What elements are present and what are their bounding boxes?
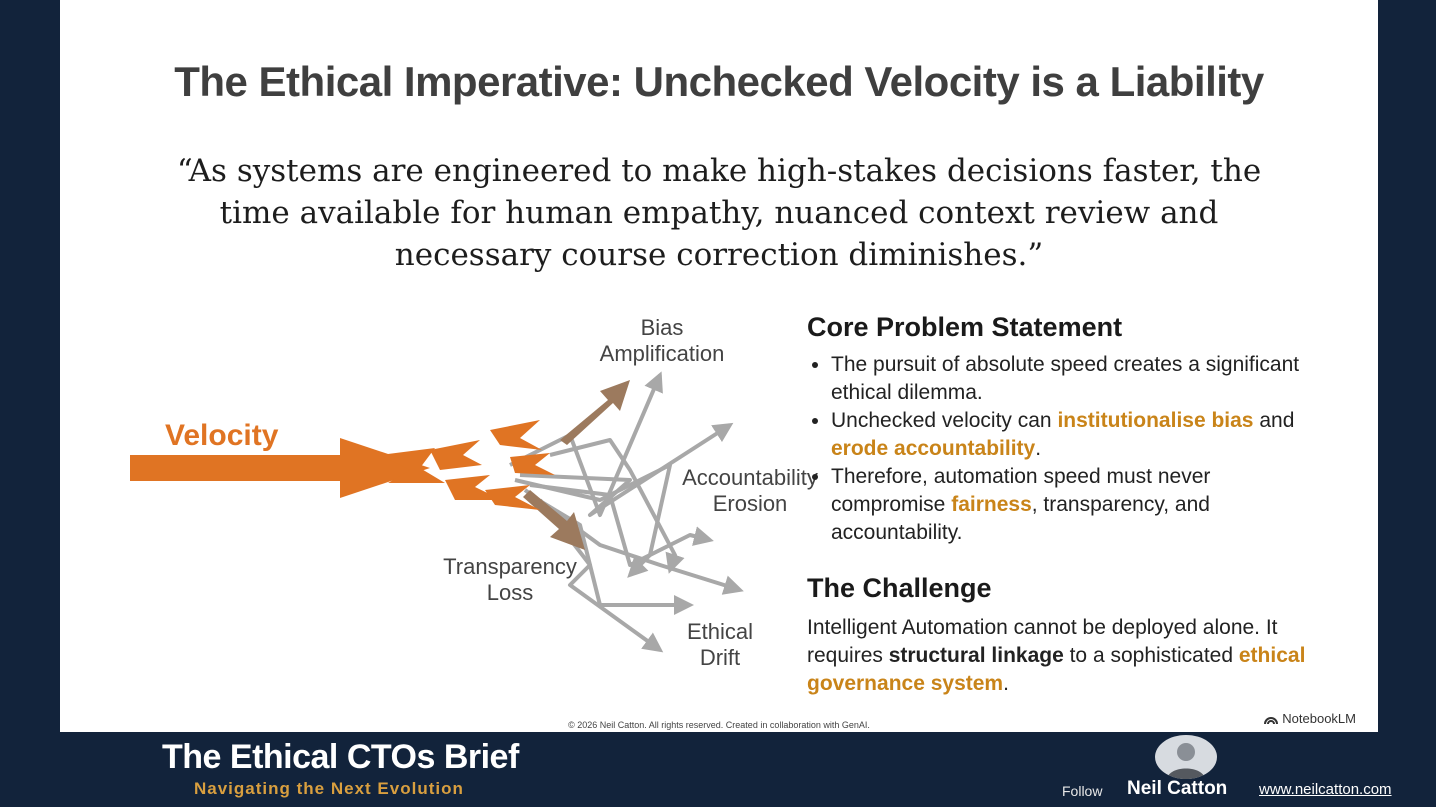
slide-quote: “As systems are engineered to make high-…: [176, 153, 1262, 273]
ethical-drift-label-line2: Drift: [700, 645, 740, 670]
paragraph-text: .: [1003, 672, 1009, 695]
core-problem-list: The pursuit of absolute speed creates a …: [807, 351, 1327, 547]
core-problem-heading: Core Problem Statement: [807, 312, 1123, 342]
bias-label-line1: Bias: [641, 315, 684, 340]
transparency-label-line1: Transparency: [443, 554, 577, 579]
bullet-text: Therefore, automation speed must never c…: [831, 465, 1211, 516]
list-item: The pursuit of absolute speed creates a …: [831, 351, 1327, 407]
scatter-arrow: [514, 463, 672, 578]
notebooklm-label: NotebookLM: [1282, 711, 1356, 726]
transparency-arrow: [523, 490, 585, 550]
ethical-drift-label-line1: Ethical: [687, 619, 753, 644]
velocity-diagram: Velocity Bias Amplification Accountabili…: [130, 315, 818, 670]
bullet-text: and: [1253, 409, 1295, 432]
slide: The Ethical Imperative: Unchecked Veloci…: [60, 0, 1378, 732]
challenge-paragraph: Intelligent Automation cannot be deploye…: [807, 614, 1327, 698]
list-item: Unchecked velocity can institutionalise …: [831, 407, 1327, 463]
accountability-label-line1: Accountability: [682, 465, 818, 490]
challenge-heading: The Challenge: [807, 573, 992, 603]
brief-subtitle: Navigating the Next Evolution: [194, 779, 464, 798]
notebooklm-brand: NotebookLM: [1264, 711, 1356, 726]
scatter-arrow: [509, 371, 663, 517]
highlight-text: erode accountability: [831, 437, 1036, 460]
highlight-text: fairness: [951, 493, 1032, 516]
transparency-label-line2: Loss: [487, 580, 533, 605]
slide-title: The Ethical Imperative: Unchecked Veloci…: [174, 58, 1264, 105]
bullet-text: , transparency, and accountability.: [831, 493, 1210, 544]
list-item: Therefore, automation speed must never c…: [831, 463, 1327, 547]
bullet-text: Unchecked velocity can: [831, 409, 1058, 432]
notebooklm-icon: [1264, 716, 1279, 724]
bullet-text: .: [1035, 437, 1042, 460]
scatter-arrow: [549, 438, 685, 574]
accountability-label-line2: Erosion: [713, 491, 788, 516]
author-name[interactable]: Neil Catton: [1127, 778, 1228, 799]
highlight-text: institutionalise bias: [1057, 409, 1254, 432]
brief-title: The Ethical CTOs Brief: [162, 738, 519, 776]
person-icon: [1167, 743, 1205, 779]
copyright-notice: © 2026 Neil Catton. All rights reserved.…: [568, 720, 870, 730]
follow-label: Follow: [1062, 783, 1103, 799]
text-panel: Core Problem Statement The pursuit of ab…: [807, 312, 1327, 698]
velocity-label: Velocity: [165, 419, 279, 452]
bias-arrow: [560, 380, 630, 445]
bullet-text: The pursuit of absolute speed creates a …: [831, 353, 1300, 404]
highlight-text: ethical governance system: [807, 644, 1306, 695]
bold-text: structural linkage: [888, 644, 1064, 667]
website-link[interactable]: www.neilcatton.com: [1259, 781, 1392, 798]
paragraph-text: to a sophisticated: [1063, 644, 1239, 667]
paragraph-text: Intelligent Automation cannot be deploye…: [807, 616, 1278, 667]
velocity-arrow: [130, 420, 555, 510]
avatar: [1155, 735, 1217, 779]
bias-label-line2: Amplification: [600, 341, 725, 366]
